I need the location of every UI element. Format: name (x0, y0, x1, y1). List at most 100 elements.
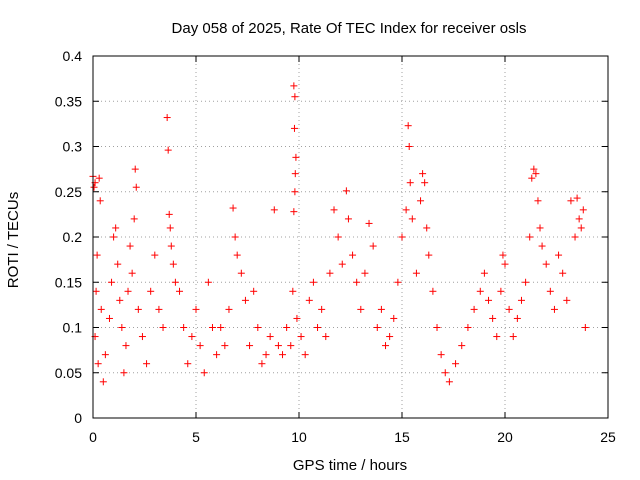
data-point (241, 296, 249, 304)
data-point (116, 296, 124, 304)
data-point (373, 324, 381, 331)
data-point (225, 305, 233, 313)
data-point (196, 342, 204, 350)
y-tick-label: 0.3 (63, 139, 83, 155)
data-point (485, 296, 493, 304)
data-point (99, 378, 107, 386)
data-point (425, 251, 433, 259)
data-point (94, 360, 102, 368)
data-point (349, 251, 357, 259)
data-point (283, 324, 291, 331)
data-point (217, 324, 225, 331)
data-point (394, 278, 402, 286)
data-point (517, 296, 525, 304)
data-point (546, 287, 554, 295)
data-point (532, 170, 540, 178)
data-point (163, 114, 171, 122)
data-point (147, 287, 155, 295)
data-point (290, 124, 298, 132)
data-point (266, 333, 274, 341)
data-point (423, 224, 431, 232)
data-point (184, 360, 192, 368)
x-tick-label: 20 (497, 429, 513, 445)
data-point (208, 324, 216, 331)
data-point (330, 206, 338, 214)
data-point (221, 342, 229, 350)
x-tick-label: 15 (394, 429, 410, 445)
data-point (151, 251, 159, 259)
data-point (398, 233, 406, 241)
x-axis-title: GPS time / hours (293, 457, 407, 474)
data-point (505, 305, 513, 313)
data-point (386, 333, 394, 341)
data-point (262, 351, 270, 359)
data-point (96, 197, 104, 205)
data-point (108, 278, 116, 286)
data-point (458, 342, 466, 350)
data-point (279, 351, 287, 359)
y-tick-label: 0.1 (63, 320, 83, 336)
data-point (166, 224, 174, 232)
data-point (513, 314, 521, 322)
data-point (204, 278, 212, 286)
data-point (342, 187, 350, 195)
data-point (314, 324, 322, 331)
data-point (159, 324, 167, 331)
data-point (571, 233, 579, 241)
data-point (118, 324, 126, 331)
data-point (369, 242, 377, 250)
data-point (567, 197, 575, 205)
data-point (138, 333, 146, 341)
data-point (229, 204, 237, 212)
data-point (489, 314, 497, 322)
data-point (231, 233, 239, 241)
data-point (390, 314, 398, 322)
data-point (169, 260, 177, 268)
data-point (291, 188, 299, 196)
data-point (105, 314, 113, 322)
data-point (579, 206, 587, 214)
data-point (90, 183, 98, 191)
data-point (559, 269, 567, 277)
y-tick-label: 0.15 (55, 274, 82, 290)
chart-title: Day 058 of 2025, Rate Of TEC Index for r… (172, 20, 527, 37)
data-point (480, 269, 488, 277)
data-point (289, 287, 297, 295)
data-point (200, 369, 208, 377)
data-point (124, 287, 132, 295)
data-point (292, 153, 300, 161)
data-point (530, 165, 538, 173)
data-point (297, 333, 305, 341)
data-point (309, 278, 317, 286)
data-point (509, 333, 517, 341)
data-point (555, 251, 563, 259)
data-point (130, 215, 138, 223)
data-point (406, 179, 414, 187)
data-point (377, 305, 385, 313)
data-point (429, 287, 437, 295)
data-point (404, 122, 412, 130)
x-tick-label: 0 (89, 429, 97, 445)
y-tick-label: 0.4 (63, 48, 83, 64)
data-point (305, 296, 313, 304)
y-tick-label: 0.2 (63, 229, 83, 245)
data-point (131, 165, 139, 173)
data-point (405, 143, 413, 150)
data-point (421, 179, 429, 187)
y-axis-title: ROTI / TECUs (5, 192, 22, 288)
data-point (419, 170, 427, 178)
data-point (437, 351, 445, 359)
data-point (250, 287, 258, 295)
data-point (97, 305, 105, 313)
data-point (128, 269, 136, 277)
data-point (499, 251, 507, 259)
data-point (122, 342, 130, 350)
data-point (112, 224, 120, 232)
data-point (143, 360, 151, 368)
data-point (334, 233, 342, 241)
data-point (581, 324, 589, 331)
x-tick-label: 25 (600, 429, 616, 445)
data-point (357, 305, 365, 313)
data-point (550, 305, 558, 313)
data-point (213, 351, 221, 359)
